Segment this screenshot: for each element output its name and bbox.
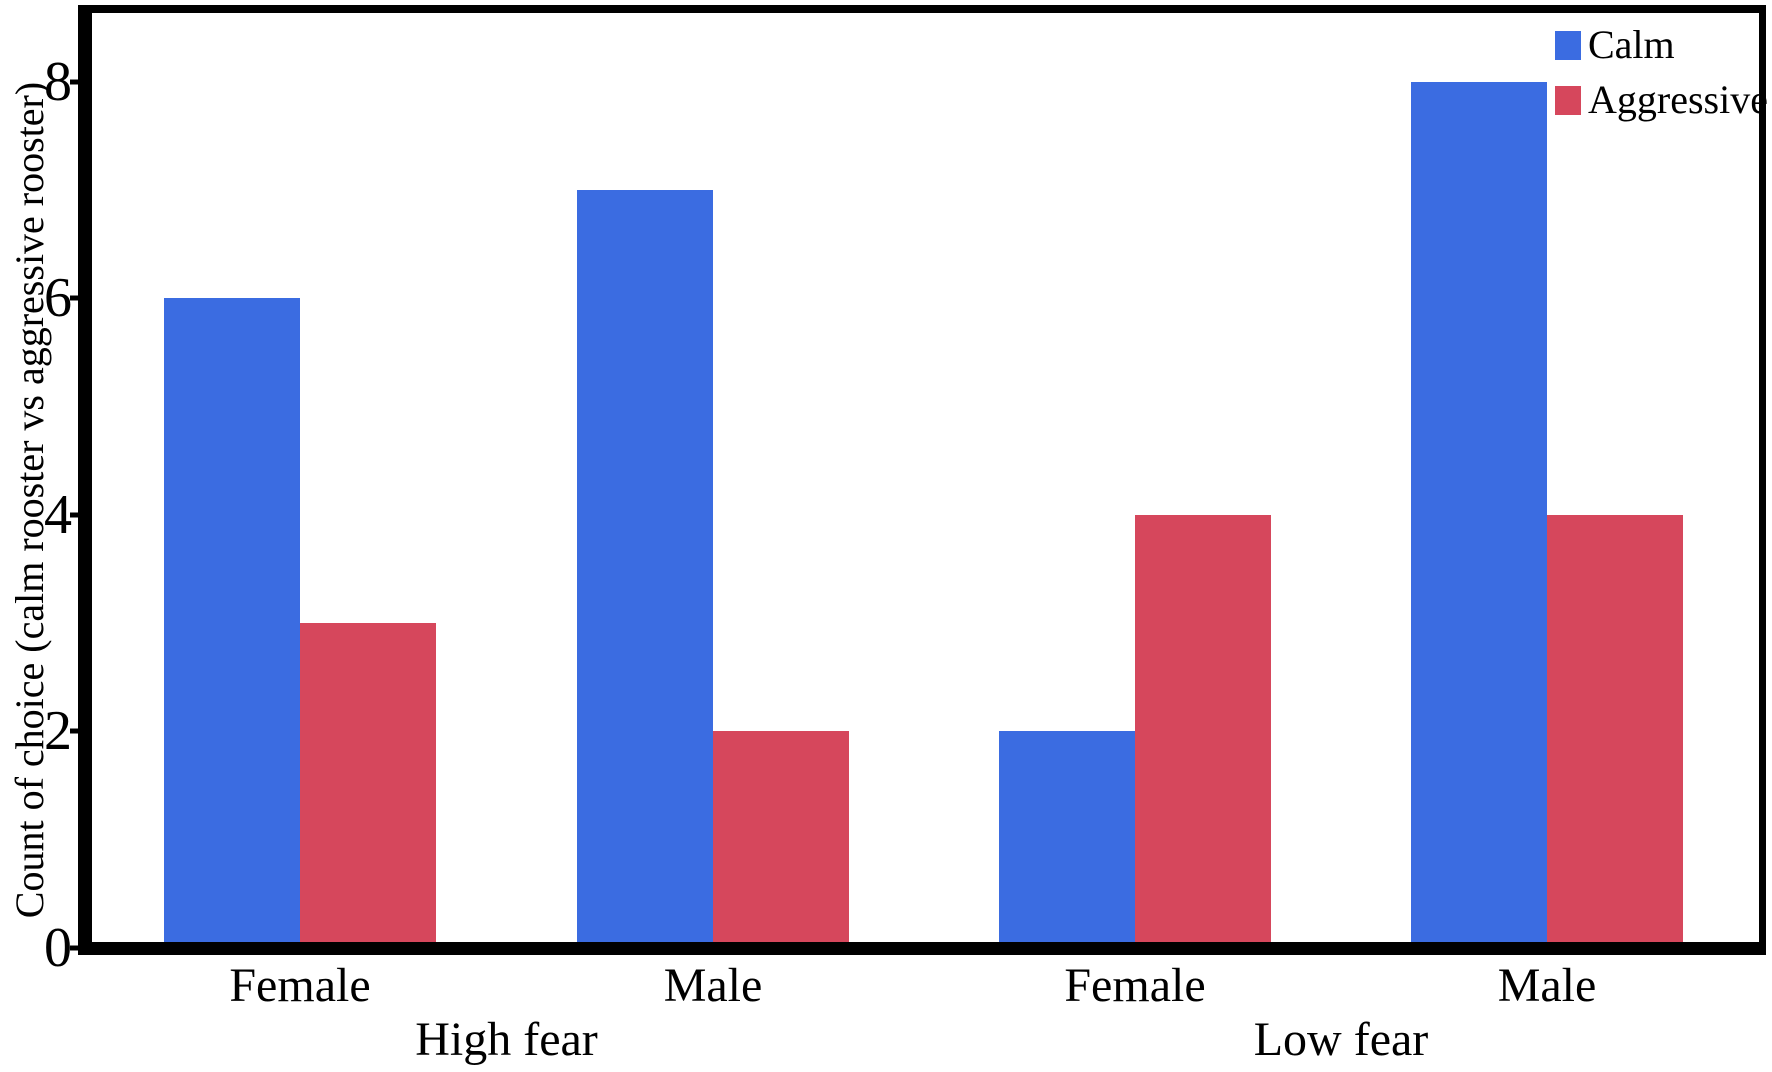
bars-layer <box>92 13 1759 942</box>
y-tick-mark-8 <box>70 79 79 85</box>
bar-aggressive-high-fear-female <box>300 623 436 942</box>
x-category-label-3-male: Male <box>1497 959 1597 1012</box>
cluster-label-low-fear: Low fear <box>1253 1013 1429 1066</box>
bar-calm-high-fear-male <box>577 189 713 942</box>
y-tick-mark-2 <box>70 728 79 734</box>
bar-calm-high-fear-female <box>164 298 300 942</box>
y-tick-mark-6 <box>70 295 79 301</box>
bar-aggressive-high-fear-male <box>713 731 849 942</box>
x-category-label-0-female: Female <box>229 959 371 1012</box>
y-tick-label-6: 6 <box>44 267 72 330</box>
bar-aggressive-low-fear-female <box>1135 514 1271 942</box>
y-tick-mark-0 <box>70 945 79 951</box>
bar-calm-low-fear-female <box>999 731 1135 942</box>
x-category-label-1-male: Male <box>663 959 763 1012</box>
legend-swatch-icon-aggressive <box>1555 85 1581 115</box>
legend-label-calm: Calm <box>1588 22 1675 67</box>
y-tick-label-2: 2 <box>44 700 72 763</box>
legend: Calm Aggressive <box>1555 25 1768 120</box>
y-tick-label-0: 0 <box>44 917 72 979</box>
legend-entry-calm: Calm <box>1555 25 1768 65</box>
y-tick-mark-4 <box>70 512 79 518</box>
legend-entry-aggressive: Aggressive <box>1555 80 1768 120</box>
cluster-label-high-fear: High fear <box>415 1013 598 1066</box>
y-tick-label-4: 4 <box>44 483 72 546</box>
legend-label-aggressive: Aggressive <box>1588 77 1768 122</box>
bar-aggressive-low-fear-male <box>1547 514 1683 942</box>
x-category-label-2-female: Female <box>1064 959 1206 1012</box>
bar-calm-low-fear-male <box>1411 81 1547 942</box>
legend-swatch-icon-calm <box>1555 30 1581 60</box>
y-tick-label-8: 8 <box>44 50 72 113</box>
plot-area: Calm Aggressive <box>78 5 1768 955</box>
